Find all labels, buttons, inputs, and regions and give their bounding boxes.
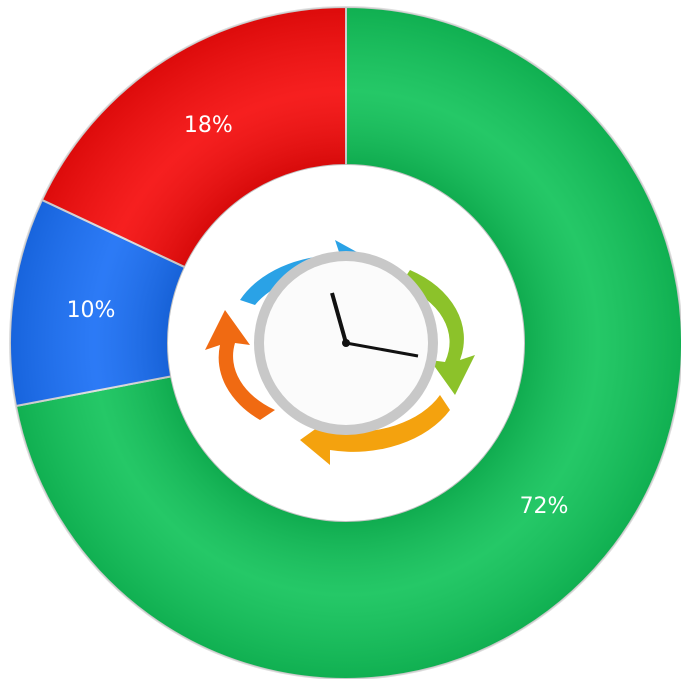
data-label: 10%: [67, 298, 116, 323]
data-label: 18%: [184, 113, 233, 138]
data-label: 72%: [520, 494, 569, 519]
center-illustration: [168, 165, 524, 521]
